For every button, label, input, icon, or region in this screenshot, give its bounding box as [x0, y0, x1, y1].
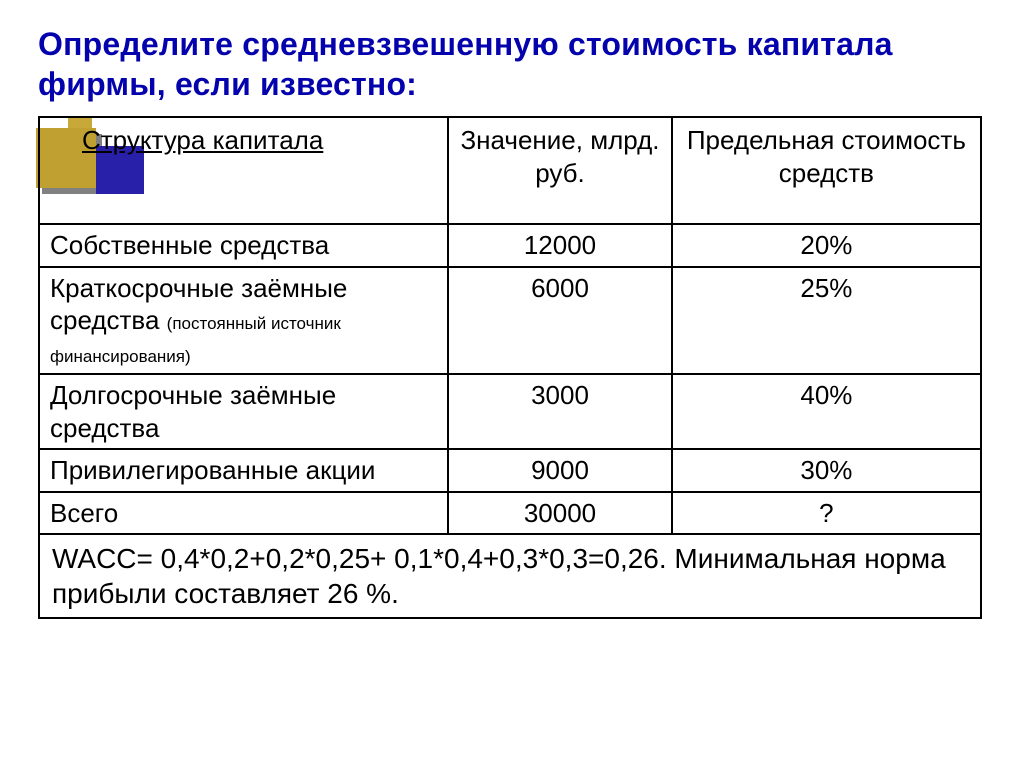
- table-row: Привилегированные акции 9000 30%: [39, 449, 981, 492]
- table-header-row: Структура капитала Значение, млрд. руб. …: [39, 117, 981, 224]
- row-label: Всего: [39, 492, 448, 535]
- table-row-total: Всего 30000 ?: [39, 492, 981, 535]
- col-header-value: Значение, млрд. руб.: [448, 117, 672, 224]
- row-label: Долгосрочные заёмные средства: [39, 374, 448, 449]
- row-label: Собственные средства: [39, 224, 448, 267]
- capital-table: Структура капитала Значение, млрд. руб. …: [38, 116, 982, 619]
- row-value: 12000: [448, 224, 672, 267]
- row-value: 6000: [448, 267, 672, 375]
- col-header-cost: Предельная стоимость средств: [672, 117, 981, 224]
- table-row: Краткосрочные заёмные средства (постоянн…: [39, 267, 981, 375]
- table-footer-row: WACC= 0,4*0,2+0,2*0,25+ 0,1*0,4+0,3*0,3=…: [39, 534, 981, 618]
- row-value: 3000: [448, 374, 672, 449]
- row-cost: 30%: [672, 449, 981, 492]
- row-cost: 25%: [672, 267, 981, 375]
- table-row: Долгосрочные заёмные средства 3000 40%: [39, 374, 981, 449]
- row-value: 9000: [448, 449, 672, 492]
- row-label: Привилегированные акции: [39, 449, 448, 492]
- col-header-structure: Структура капитала: [39, 117, 448, 224]
- wacc-footer: WACC= 0,4*0,2+0,2*0,25+ 0,1*0,4+0,3*0,3=…: [39, 534, 981, 618]
- row-cost: 20%: [672, 224, 981, 267]
- row-cost: 40%: [672, 374, 981, 449]
- row-value: 30000: [448, 492, 672, 535]
- slide-title: Определите средневзвешенную стоимость ка…: [38, 24, 986, 104]
- row-label: Краткосрочные заёмные средства (постоянн…: [39, 267, 448, 375]
- table-row: Собственные средства 12000 20%: [39, 224, 981, 267]
- row-cost: ?: [672, 492, 981, 535]
